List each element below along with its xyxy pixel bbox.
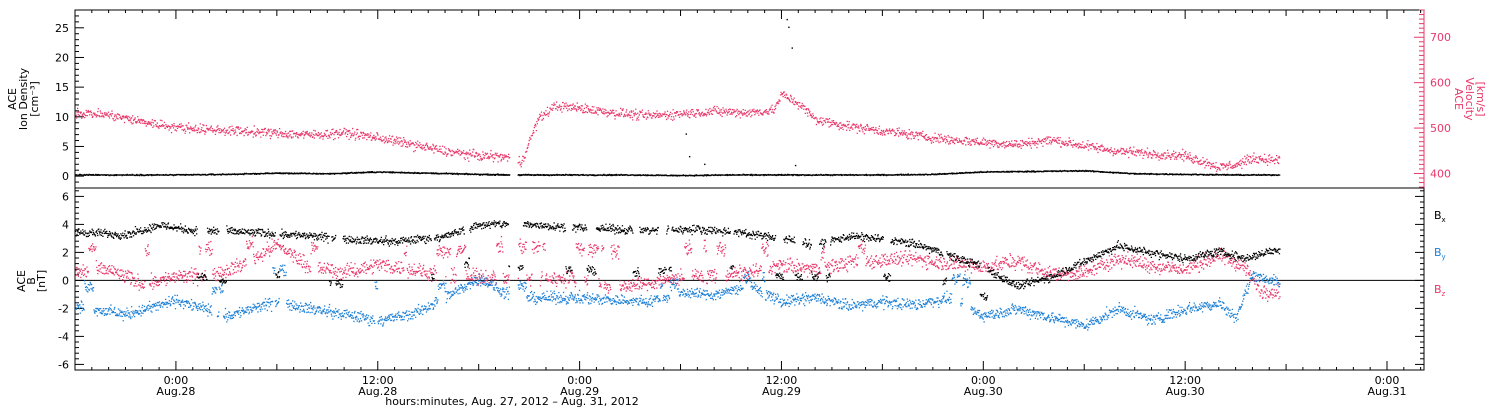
b-tick-label: 2 (62, 246, 69, 259)
time-tick-label: 12:00 (1169, 374, 1201, 387)
by-series (75, 264, 1281, 331)
velocity-tick-label: 600 (1430, 77, 1451, 90)
top-panel-frame (74, 9, 1425, 189)
time-axis: 0:00Aug.2812:00Aug.280:00Aug.2912:00Aug.… (74, 10, 1422, 398)
density-tick-label: 0 (62, 170, 69, 183)
b-legend-Bx: Bx (1434, 209, 1446, 224)
density-tick-label: 25 (55, 22, 69, 35)
time-tick-label: 12:00 (362, 374, 394, 387)
bx-series (75, 220, 1281, 301)
date-tick-label: Aug.29 (762, 385, 801, 398)
density-spike-point (786, 18, 788, 21)
x-axis-label: hours:minutes, Aug. 27, 2012 – Aug. 31, … (385, 395, 639, 408)
b-legend-By: By (1434, 246, 1446, 261)
time-tick-label: 0:00 (971, 374, 996, 387)
velocity-axis-label: Velocity (1463, 77, 1476, 121)
velocity-tick-label: 700 (1430, 31, 1451, 44)
time-tick-label: 12:00 (766, 374, 798, 387)
density-tick-label: 15 (55, 81, 69, 94)
b-legend-Bz: Bz (1434, 283, 1446, 298)
b-tick-label: 4 (62, 218, 69, 231)
density-spike-point (704, 163, 706, 166)
date-tick-label: Aug.29 (560, 385, 599, 398)
density-axis-label: Ion Density (17, 67, 30, 130)
density-spike-point (794, 164, 797, 167)
velocity-axis-label: [km/s] (1474, 81, 1487, 116)
b-tick-label: 0 (62, 274, 69, 287)
density-axis-label: [cm⁻³] (28, 81, 41, 117)
date-tick-label: Aug.31 (1368, 385, 1407, 398)
date-tick-label: Aug.28 (156, 385, 195, 398)
b-tick-label: -4 (58, 330, 69, 343)
density-tick-label: 20 (55, 51, 69, 64)
b-axis-label: B (25, 277, 38, 285)
density-spike-point (685, 133, 687, 135)
velocity-series (75, 91, 1281, 172)
bz-series (75, 235, 1281, 302)
b-tick-label: -2 (58, 302, 69, 315)
velocity-tick-label: 500 (1430, 122, 1451, 135)
density-tick-label: 10 (55, 111, 69, 124)
b-axis-label: [nT] (35, 270, 48, 292)
density-tick-label: 5 (62, 140, 69, 153)
density-spike-point (791, 47, 793, 49)
bottom-panel-frame (74, 187, 1425, 371)
time-tick-label: 0:00 (567, 374, 592, 387)
density-axis-label: ACE (6, 88, 19, 110)
b-tick-label: 6 (62, 190, 69, 203)
velocity-tick-label: 400 (1430, 167, 1451, 180)
density-spike-point (788, 26, 790, 29)
b-tick-label: -6 (58, 358, 69, 371)
density-series (75, 169, 1281, 177)
b-axis-label: ACE (15, 270, 28, 292)
time-tick-label: 0:00 (1375, 374, 1400, 387)
date-tick-label: Aug.30 (1166, 385, 1205, 398)
time-tick-label: 0:00 (164, 374, 189, 387)
date-tick-label: Aug.28 (358, 385, 397, 398)
date-tick-label: Aug.30 (964, 385, 1003, 398)
velocity-axis-label: ACE (1452, 88, 1465, 110)
density-spike-point (688, 155, 691, 158)
